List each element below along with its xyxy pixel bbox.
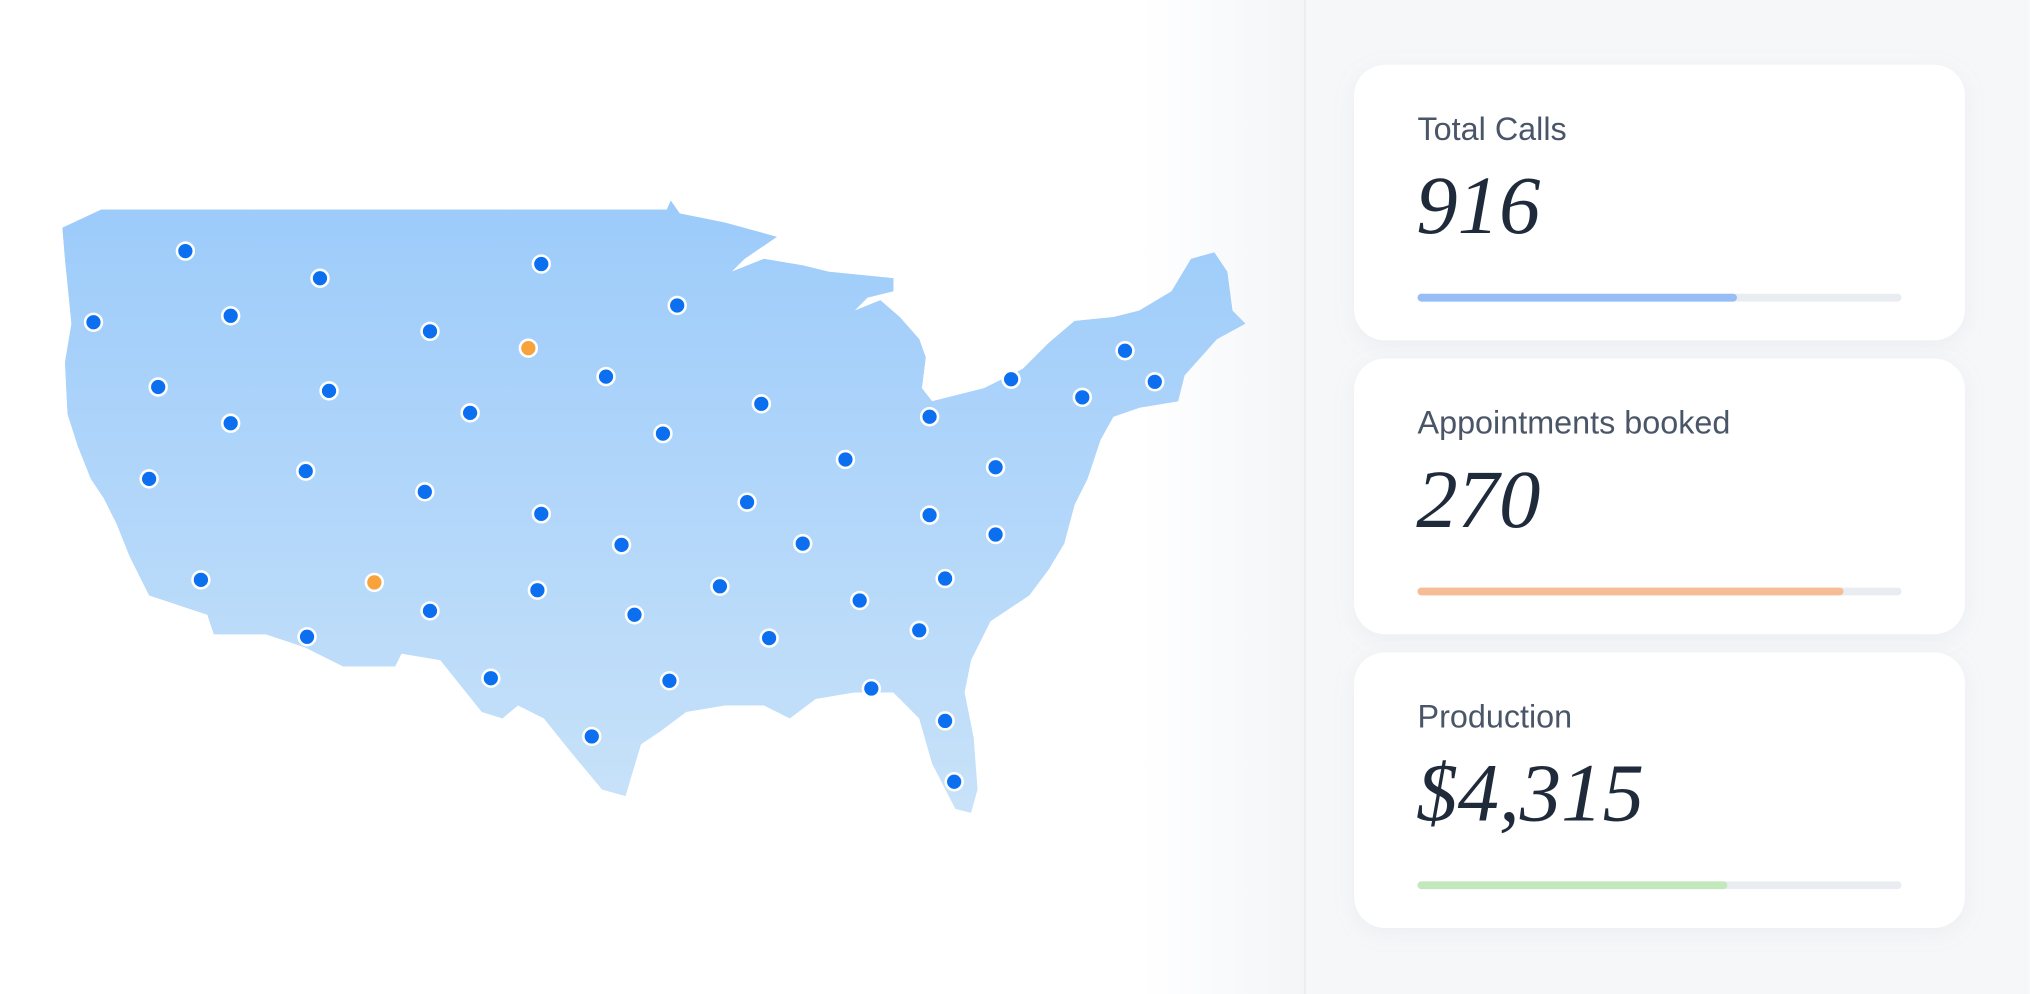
map-pin-highlight xyxy=(364,572,385,593)
stat-card: Total Calls 916 xyxy=(1354,64,1965,341)
map-pin xyxy=(835,449,856,470)
map-pin xyxy=(935,568,955,589)
map-pin xyxy=(420,321,440,342)
map-pin xyxy=(1145,372,1165,392)
map-pin xyxy=(220,306,241,326)
card-title: Total Calls xyxy=(1418,111,1567,147)
map-pin xyxy=(531,504,552,524)
progress-fill xyxy=(1417,587,1844,596)
map-pin xyxy=(935,711,955,731)
map-pin xyxy=(1001,369,1021,389)
card-background xyxy=(1354,652,1965,928)
us-map xyxy=(62,200,1246,813)
card-title: Appointments booked xyxy=(1418,405,1731,441)
map-pin xyxy=(944,772,964,792)
progress-fill xyxy=(1417,293,1737,302)
stat-cards: Total Calls 916 Appointments booked 270 Prod… xyxy=(1354,64,1965,928)
stat-card: Appointments booked 270 xyxy=(1354,358,1965,635)
map-pin xyxy=(310,268,330,288)
map-pin xyxy=(582,726,602,747)
map-pin xyxy=(297,627,317,647)
map-pin xyxy=(919,505,940,525)
map-pin xyxy=(793,533,813,554)
map-pin xyxy=(909,620,929,641)
map-pin xyxy=(1115,341,1135,361)
map-pin xyxy=(759,628,779,648)
map-pin xyxy=(624,605,645,625)
map-pin xyxy=(985,457,1006,477)
map-pin xyxy=(531,254,552,274)
map-pin xyxy=(296,461,316,481)
map-pin xyxy=(659,671,680,691)
map-pin-highlight xyxy=(518,338,539,358)
map-pin xyxy=(751,394,772,414)
card-background xyxy=(1354,358,1965,635)
map-pin xyxy=(596,366,616,387)
map-pin xyxy=(527,580,548,600)
map-pin xyxy=(611,535,632,555)
card-background xyxy=(1354,64,1965,341)
map-pins xyxy=(83,241,1165,792)
map-pin xyxy=(985,524,1006,545)
stat-card: Production $4,315 xyxy=(1354,652,1965,928)
map-pin xyxy=(191,570,211,590)
map-pin xyxy=(919,407,940,427)
map-pin xyxy=(653,423,673,444)
map-pin xyxy=(83,312,104,332)
map-pin xyxy=(710,576,730,597)
map-pin xyxy=(420,601,440,621)
progress-fill xyxy=(1417,881,1728,890)
card-value: 916 xyxy=(1416,159,1541,251)
map-pin xyxy=(139,469,159,489)
map-pin xyxy=(415,482,435,502)
map-pin xyxy=(319,381,339,401)
map-pin xyxy=(1072,387,1093,408)
map-pin xyxy=(481,668,501,688)
card-value: $4,315 xyxy=(1416,747,1644,839)
card-title: Production xyxy=(1418,698,1573,734)
map-pin xyxy=(460,403,480,423)
map-pin xyxy=(220,413,241,433)
map-pin xyxy=(148,377,168,397)
panel-shade xyxy=(1139,0,1305,994)
map-pin xyxy=(175,241,196,261)
map-pin xyxy=(737,492,757,512)
map-pin xyxy=(667,295,687,316)
map-pin xyxy=(849,590,870,611)
card-value: 270 xyxy=(1416,453,1540,545)
map-pin xyxy=(861,678,882,699)
